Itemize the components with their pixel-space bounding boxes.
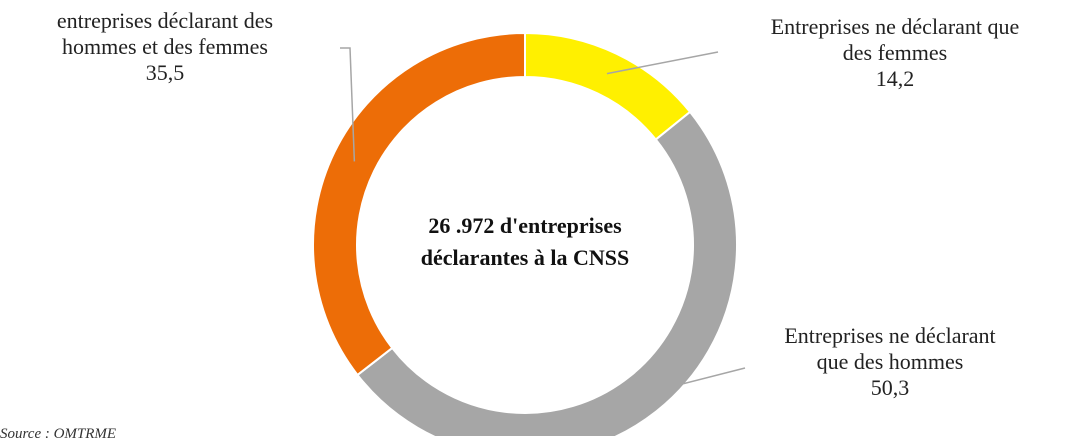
slice-value-hommes-femmes: 35,5	[145, 60, 185, 85]
slice-value-femmes: 14,2	[875, 66, 915, 91]
slice-label-femmes: Entreprises ne déclarant que des femmes …	[722, 14, 1068, 92]
leader-line-hommes	[642, 367, 746, 395]
slice-label-hommes-femmes-line-1: entreprises déclarant des	[56, 8, 274, 33]
slice-label-hommes: Entreprises ne déclarant que des hommes …	[738, 323, 1042, 401]
center-text-line-1: 26 .972 d'entreprises	[428, 213, 622, 238]
source-note: Source : OMTRME	[0, 426, 117, 442]
slice-hommes	[356, 110, 738, 436]
donut-center-text: 26 .972 d'entreprises déclarantes à la C…	[360, 210, 690, 274]
slice-hommes-femmes	[312, 31, 526, 377]
slice-label-hommes-line-1: Entreprises ne déclarant	[784, 323, 996, 348]
slice-label-femmes-line-1: Entreprises ne déclarant que	[770, 14, 1020, 39]
slice-femmes	[524, 31, 692, 141]
slice-value-hommes: 50,3	[870, 375, 910, 400]
leader-line-femmes	[606, 51, 719, 75]
slice-label-hommes-line-2: que des hommes	[816, 349, 964, 374]
slice-label-femmes-line-2: des femmes	[842, 40, 948, 65]
center-text-line-2: déclarantes à la CNSS	[420, 245, 630, 270]
slice-label-hommes-femmes: entreprises déclarant des hommes et des …	[0, 8, 330, 86]
leader-line-hommes-femmes	[340, 47, 356, 162]
slice-label-hommes-femmes-line-2: hommes et des femmes	[62, 34, 268, 59]
